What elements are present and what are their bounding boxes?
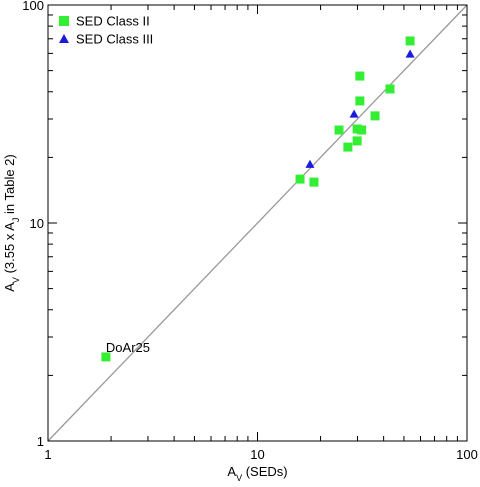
data-point <box>405 49 415 58</box>
y-axis-label-part: in Table 2) <box>2 154 17 217</box>
legend-label: SED Class II <box>76 14 150 29</box>
x-tick-label: 100 <box>456 447 478 462</box>
data-point <box>357 125 367 135</box>
data-point <box>305 159 315 168</box>
data-point <box>355 96 365 106</box>
y-axis-label-part: J <box>11 218 21 223</box>
y-axis-label-part: V <box>11 277 21 283</box>
data-point <box>309 177 319 187</box>
identity-line <box>47 4 468 442</box>
y-tick-label: 100 <box>22 0 44 13</box>
y-axis-label-part: A <box>2 283 17 292</box>
x-tick-label: 10 <box>250 447 264 462</box>
y-tick-label: 10 <box>30 216 44 231</box>
annotation: DoAr25 <box>106 340 150 355</box>
legend-marker <box>59 34 69 43</box>
data-point <box>370 111 380 121</box>
data-point <box>352 136 362 146</box>
data-point <box>385 84 395 94</box>
x-axis-label: AV (SEDs) <box>227 464 287 482</box>
data-point <box>405 36 415 46</box>
data-point <box>334 125 344 135</box>
data-point <box>355 71 365 81</box>
x-axis-label-part: (SEDs) <box>242 464 288 479</box>
data-point <box>295 174 305 184</box>
legend-label: SED Class III <box>76 32 153 47</box>
x-axis-label-part: V <box>236 473 242 482</box>
x-axis-label-part: A <box>227 464 236 479</box>
y-tick-label: 1 <box>37 434 44 449</box>
y-axis-label: AV (3.55 x AJ in Table 2) <box>2 154 21 291</box>
x-tick-label: 1 <box>44 447 51 462</box>
data-point <box>343 142 353 152</box>
data-point <box>349 109 359 118</box>
y-axis-label-part: (3.55 x A <box>2 222 17 277</box>
data-point <box>101 352 111 362</box>
legend-marker <box>59 16 69 26</box>
